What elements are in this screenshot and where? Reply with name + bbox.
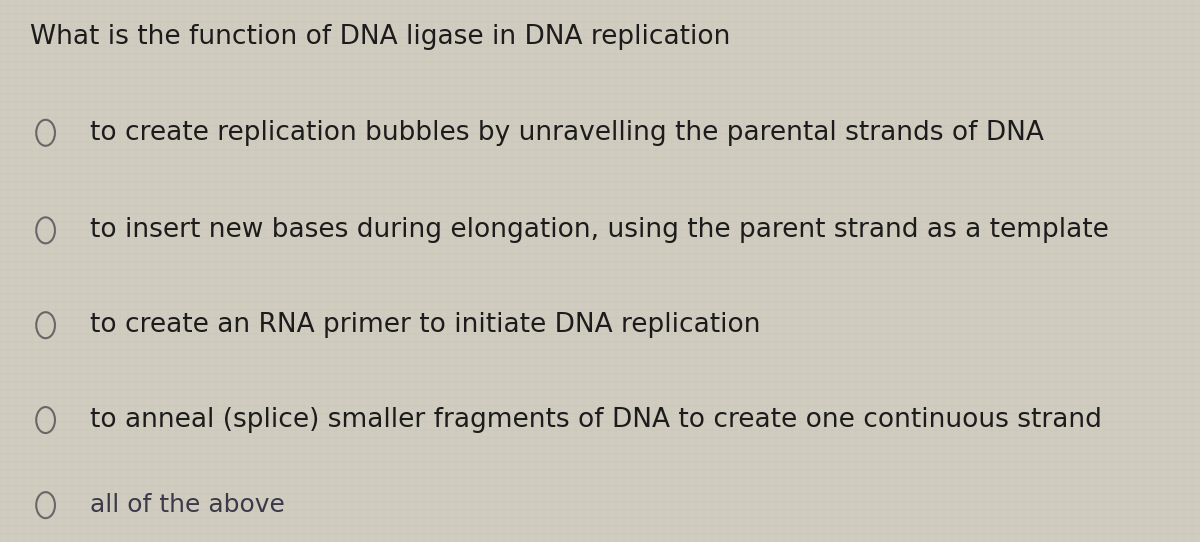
Text: to create replication bubbles by unravelling the parental strands of DNA: to create replication bubbles by unravel… (90, 120, 1044, 146)
Text: What is the function of DNA ligase in DNA replication: What is the function of DNA ligase in DN… (30, 24, 731, 50)
Text: to anneal (splice) smaller fragments of DNA to create one continuous strand: to anneal (splice) smaller fragments of … (90, 407, 1102, 433)
Text: all of the above: all of the above (90, 493, 284, 517)
Text: to create an RNA primer to initiate DNA replication: to create an RNA primer to initiate DNA … (90, 312, 761, 338)
Text: to insert new bases during elongation, using the parent strand as a template: to insert new bases during elongation, u… (90, 217, 1109, 243)
